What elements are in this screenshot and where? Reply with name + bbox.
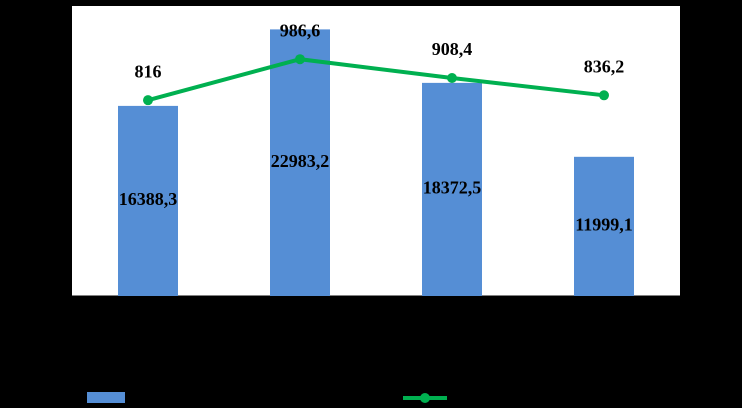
legend-swatch — [87, 392, 125, 403]
y-tick-label: 20000 — [17, 52, 62, 72]
bar — [574, 156, 634, 296]
bar-value-label: 11999,1 — [575, 215, 633, 235]
y2-tick-label: 200 — [690, 236, 717, 256]
line-value-label: 908,4 — [432, 39, 473, 59]
line — [147, 57, 605, 103]
y2-tick-label: 1200 — [690, 0, 726, 16]
y-tick-label: 5000 — [26, 226, 62, 246]
line-value-label: 836,2 — [584, 56, 625, 76]
bar-value-label: 18372,5 — [423, 178, 482, 198]
y2-tick-label: 1000 — [690, 44, 726, 64]
line-point — [143, 95, 153, 106]
y-tick-label: 10000 — [17, 168, 62, 188]
bar-value-label: 22983,2 — [271, 151, 330, 171]
line-point — [447, 72, 457, 83]
line-value-label: 816 — [135, 61, 162, 81]
y-tick-label: 15000 — [17, 110, 62, 130]
y2-tick-label: 600 — [690, 140, 717, 160]
y2-tick-label: 0 — [690, 284, 699, 304]
y-tick-label: 25000 — [17, 0, 62, 14]
y2-tick-label: 400 — [690, 188, 717, 208]
bar — [422, 82, 482, 296]
line-point — [599, 90, 609, 101]
y2-tick-label: 800 — [690, 92, 717, 112]
legend-marker — [420, 393, 430, 403]
y-tick-label: 0 — [53, 284, 62, 304]
line-point — [295, 54, 305, 65]
line-value-label: 986,6 — [280, 20, 321, 40]
bar — [118, 105, 178, 296]
bar-value-label: 16388,3 — [119, 189, 178, 209]
bar — [270, 29, 330, 297]
